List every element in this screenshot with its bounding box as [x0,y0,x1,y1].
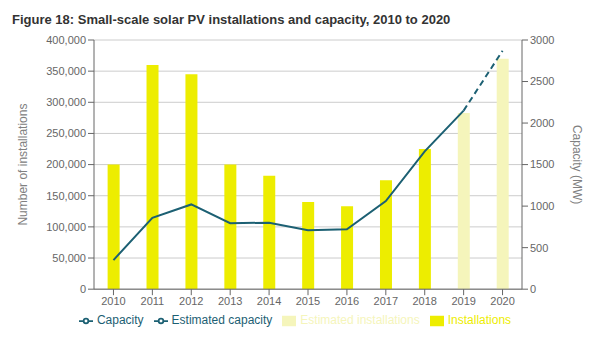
svg-text:2020: 2020 [490,295,514,307]
svg-text:2014: 2014 [257,295,281,307]
html-text:Capacity: Capacity [96,313,144,328]
svg-text:3000: 3000 [530,34,554,46]
svg-text:Number of installations: Number of installations [16,104,30,226]
svg-text:200,000: 200,000 [46,158,86,170]
svg-text:2012: 2012 [179,295,203,307]
svg-text:2000: 2000 [530,117,554,129]
svg-text:350,000: 350,000 [46,65,86,77]
svg-text:2015: 2015 [296,295,320,307]
svg-text:Capacity (MW): Capacity (MW) [570,125,584,204]
svg-text:300,000: 300,000 [46,96,86,108]
svg-text:50,000: 50,000 [52,252,86,264]
svg-text:0: 0 [530,283,536,295]
svg-text:2018: 2018 [412,295,436,307]
svg-text:250,000: 250,000 [46,127,86,139]
svg-text:500: 500 [530,242,548,254]
svg-text:0: 0 [80,283,86,295]
html-text:Estimated capacity: Estimated capacity [171,313,273,328]
svg-text:1500: 1500 [530,158,554,170]
svg-text:2017: 2017 [374,295,398,307]
html-text:Estimated installations: Estimated installations [300,313,420,328]
svg-text:150,000: 150,000 [46,190,86,202]
svg-text:2011: 2011 [141,295,165,307]
svg-text:2019: 2019 [451,295,475,307]
svg-text:2500: 2500 [530,75,554,87]
html-text:Figure 18: Small-scale solar P: Figure 18: Small-scale solar PV installa… [12,12,451,27]
svg-text:2013: 2013 [218,295,242,307]
svg-text:1000: 1000 [530,200,554,212]
svg-text:2010: 2010 [101,295,125,307]
svg-text:100,000: 100,000 [46,221,86,233]
svg-text:400,000: 400,000 [46,34,86,46]
html-text:Installations: Installations [447,313,512,328]
svg-text:2016: 2016 [335,295,359,307]
